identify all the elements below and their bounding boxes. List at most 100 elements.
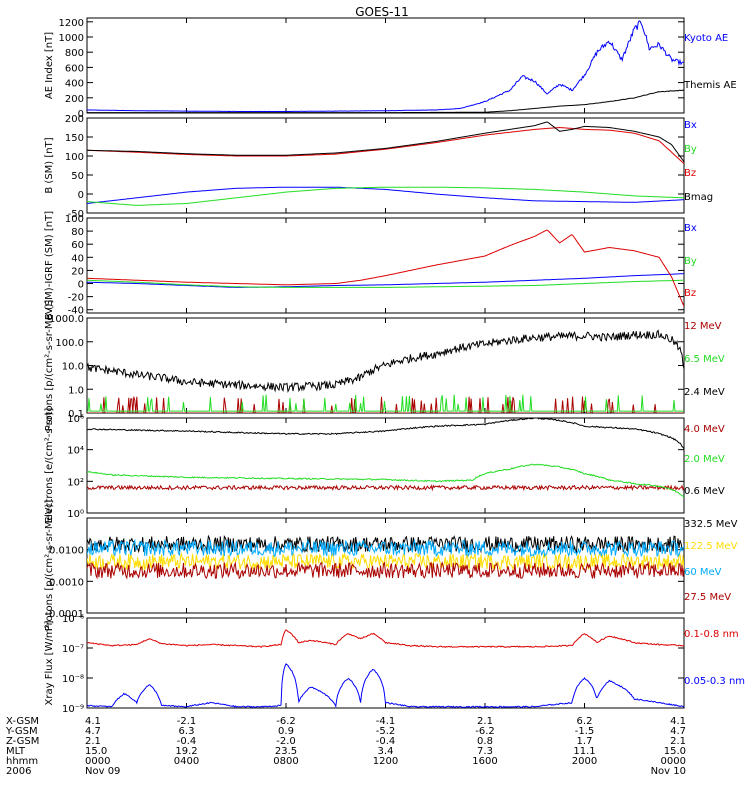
panel-frame	[86, 17, 685, 114]
ephemeris-row-label: 2006	[6, 766, 31, 777]
y-tick-label: 0.1	[68, 409, 84, 420]
ephemeris-value: 0000	[85, 756, 110, 767]
legend-entry: Themis AE	[683, 80, 737, 91]
y-tick-label: 10⁻⁷	[62, 644, 84, 655]
y-axis-label: Protons [p/(cm²-s-sr-MeV)]	[44, 500, 55, 632]
ephemeris-value: -4.1	[376, 716, 396, 727]
ephemeris-value: -6.2	[475, 726, 495, 737]
legend-entry: Bx	[684, 223, 697, 234]
panel-frame	[86, 217, 685, 314]
series-line	[87, 484, 684, 492]
y-tick-label: 1000	[59, 33, 84, 44]
y-tick-label: 40	[71, 253, 84, 264]
ephemeris-value: 2.1	[477, 716, 493, 727]
panel-3: -40 -20 0 20 40 60 80 100 B (SM)-IGRF (SM) [nT] B…	[44, 211, 697, 320]
y-tick-label: 1200	[59, 18, 84, 29]
y-tick-label: 10⁻⁹	[62, 704, 84, 715]
y-tick-label: 10⁴	[67, 446, 84, 457]
y-tick-label: 1.0	[68, 385, 84, 396]
ephemeris-value: 1600	[472, 756, 497, 767]
series-line	[87, 229, 684, 307]
ephemeris-value: 0400	[174, 756, 199, 767]
ephemeris-value: -1.5	[575, 726, 595, 737]
y-tick-label: 10²	[67, 477, 84, 488]
series-line	[87, 186, 684, 204]
y-tick-label: 60	[71, 240, 84, 251]
ephemeris-value: 2.1	[85, 736, 101, 747]
series-line	[87, 329, 684, 394]
ephemeris-value: 1.7	[577, 736, 593, 747]
ephemeris-table: X-GSMY-GSMZ-GSMMLThhmm20064.14.72.115.00…	[5, 716, 686, 777]
y-tick-label: 100	[65, 214, 84, 225]
series-line	[87, 663, 684, 708]
legend-entry: 6.5 MeV	[684, 354, 725, 365]
panel-1: 0 200 400 600 800 1000 1200 AE Index [nT] Kyoto …	[44, 17, 737, 120]
panel-5: 10⁰ 10² 10⁴ 10⁶ Electrons [e/(cm²-s-sr)] 4.0 …	[44, 408, 725, 524]
series-line	[87, 629, 684, 649]
series-line	[87, 418, 684, 450]
y-tick-label: 10⁻⁶	[62, 614, 84, 625]
ephemeris-row-label: Y-GSM	[5, 726, 38, 737]
series-line	[87, 126, 684, 164]
y-tick-label: 80	[71, 227, 84, 238]
ephemeris-row-label: hhmm	[6, 756, 38, 767]
legend-entry: Kyoto AE	[684, 33, 728, 44]
ephemeris-value: Nov 10	[651, 766, 686, 777]
series-line	[87, 534, 684, 554]
ephemeris-value: 0.9	[278, 726, 294, 737]
y-tick-label: 0.0010	[49, 577, 84, 588]
series-line	[87, 273, 684, 288]
y-tick-label: 10⁻⁸	[62, 674, 84, 685]
legend-entry: By	[684, 256, 697, 267]
ephemeris-value: -2.1	[177, 716, 197, 727]
y-tick-label: 20	[71, 266, 84, 277]
y-axis-label: AE Index [nT]	[44, 32, 55, 99]
legend-entry: Bx	[684, 120, 697, 131]
y-tick-label: 100	[65, 152, 84, 163]
y-axis-label: B (SM) [nT]	[44, 137, 55, 193]
plot-title: GOES-11	[355, 5, 409, 19]
y-tick-label: 200	[65, 114, 84, 125]
series-line	[87, 186, 684, 206]
legend-entry: By	[684, 144, 697, 155]
ephemeris-value: 2000	[572, 756, 597, 767]
ephemeris-value: 23.5	[275, 746, 297, 757]
legend-entry: Bmag	[684, 192, 713, 203]
legend-entry: 2.0 MeV	[684, 454, 725, 465]
y-tick-label: 600	[65, 63, 84, 74]
ephemeris-value: Nov 09	[85, 766, 120, 777]
y-tick-label: 10.0	[62, 362, 84, 373]
ephemeris-value: 4.7	[85, 726, 101, 737]
series-line	[87, 463, 684, 498]
y-tick-label: -40	[68, 306, 84, 317]
y-axis-label: Electrons [e/(cm²-s-sr)]	[44, 408, 55, 524]
y-tick-label: 800	[65, 48, 84, 59]
y-tick-label: 10⁰	[67, 509, 84, 520]
panel-frame	[86, 117, 685, 214]
series-line	[87, 552, 684, 571]
y-tick-label: -20	[68, 293, 84, 304]
y-axis-label: B (SM)-IGRF (SM) [nT]	[44, 211, 55, 320]
y-tick-label: 10⁶	[67, 414, 84, 425]
ephemeris-value: -6.2	[276, 716, 296, 727]
series-line	[87, 121, 684, 162]
legend-entry: 60 MeV	[684, 567, 722, 578]
legend-entry: 0.6 MeV	[684, 486, 725, 497]
series-line	[87, 89, 684, 113]
ephemeris-value: -0.4	[177, 736, 197, 747]
panel-2: -50 0 50 100 150 200 B (SM) [nT] Bx By Bz Bmag	[44, 114, 713, 220]
y-tick-label: 0	[78, 109, 84, 120]
ephemeris-value: 4.1	[670, 716, 686, 727]
y-tick-label: -50	[68, 209, 84, 220]
legend-entry: 122.5 MeV	[684, 541, 738, 552]
y-tick-label: 50	[71, 171, 84, 182]
ephemeris-value: 4.1	[85, 716, 101, 727]
y-tick-label: 200	[65, 94, 84, 105]
ephemeris-value: -5.2	[376, 726, 396, 737]
ephemeris-row-label: Z-GSM	[6, 736, 39, 747]
y-tick-label: 0	[78, 280, 84, 291]
series-line	[87, 396, 684, 413]
panel-7: 10⁻⁹ 10⁻⁸ 10⁻⁷ 10⁻⁶ Xray Flux [W/m²] 0.1-0.8 …	[44, 614, 745, 715]
